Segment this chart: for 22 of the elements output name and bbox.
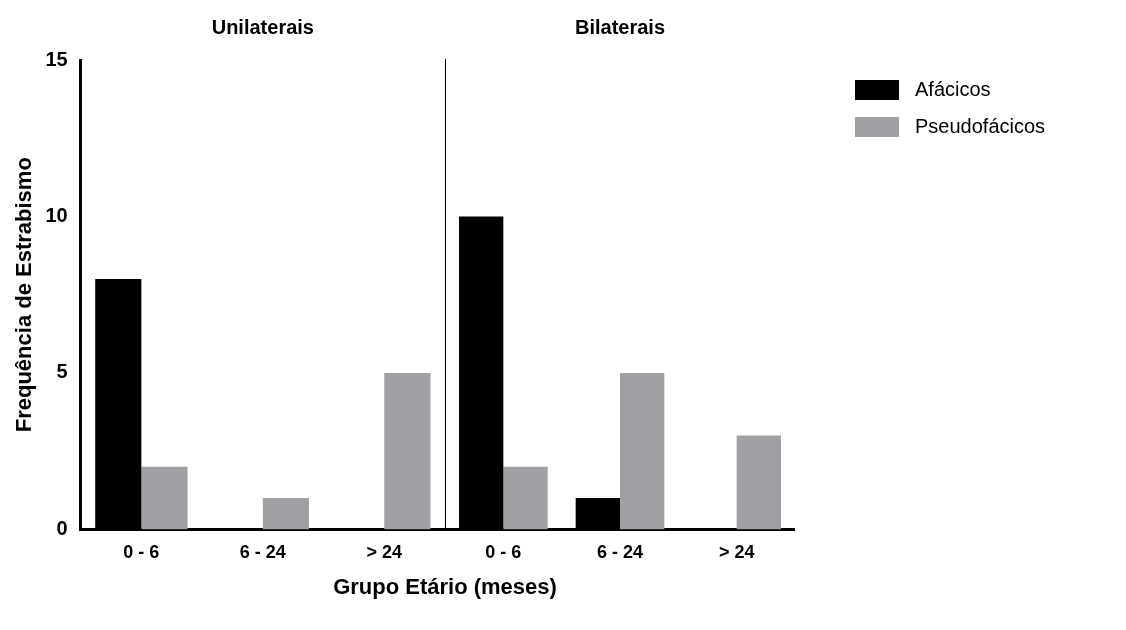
bar xyxy=(503,466,548,530)
bar xyxy=(384,372,431,530)
bar xyxy=(262,498,309,530)
bar xyxy=(141,466,188,530)
y-tick-label: 10 xyxy=(45,203,68,226)
bar xyxy=(620,372,665,530)
x-axis-title: Grupo Etário (meses) xyxy=(332,574,558,600)
y-tick-label: 5 xyxy=(56,360,68,383)
x-tick-label: > 24 xyxy=(718,542,755,563)
x-tick-label: 0 - 6 xyxy=(123,542,160,563)
chart-title: Bilaterais xyxy=(574,15,666,38)
y-tick-label: 15 xyxy=(45,47,68,70)
x-tick-label: 6 - 24 xyxy=(596,542,644,563)
legend-label: Pseudofácicos xyxy=(915,115,1046,138)
x-tick-label: 6 - 24 xyxy=(239,542,286,563)
bar xyxy=(736,435,781,530)
x-tick-label: > 24 xyxy=(366,542,403,563)
x-tick-label: 0 - 6 xyxy=(485,542,522,563)
y-axis-title: Frequência de Estrabismo xyxy=(11,157,37,433)
y-tick-label: 0 xyxy=(56,516,68,539)
legend-label: Afácicos xyxy=(915,78,991,101)
chart-title: Unilaterais xyxy=(211,15,314,38)
